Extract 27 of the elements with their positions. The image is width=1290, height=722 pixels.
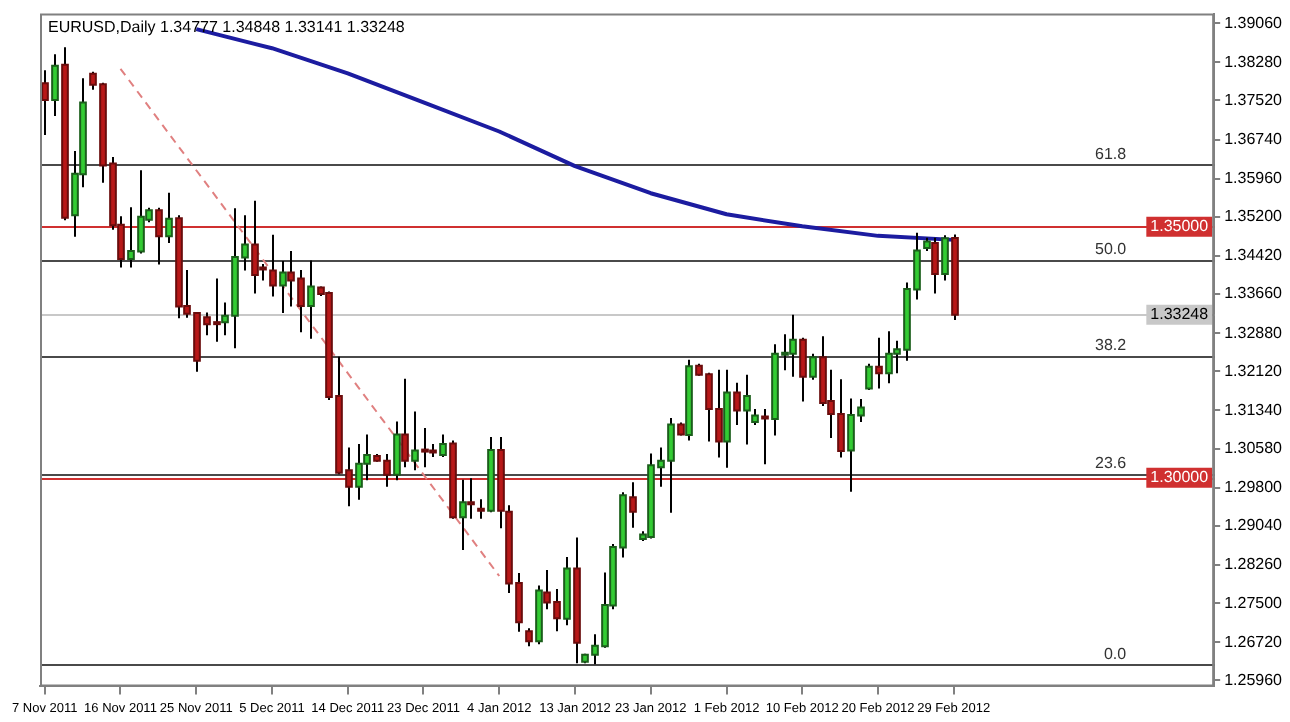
annotation: 50.0 <box>1095 240 1128 259</box>
annotation: 23.6 <box>1095 454 1128 473</box>
y-tick-label: 1.28260 <box>1224 555 1284 574</box>
annotation: 38.2 <box>1095 335 1128 354</box>
y-tick-label: 1.34420 <box>1224 246 1284 265</box>
y-tick-label: 1.37520 <box>1224 90 1284 109</box>
chart-title: EURUSD,Daily 1.34777 1.34848 1.33141 1.33248 <box>48 18 406 37</box>
annotation: 0.0 <box>1103 644 1128 663</box>
y-tick-label: 1.35960 <box>1224 169 1284 188</box>
annotation: 61.8 <box>1095 145 1128 164</box>
y-tick-label: 1.32880 <box>1224 323 1284 342</box>
y-tick-label: 1.25960 <box>1224 670 1284 689</box>
ref-line-label: 1.35000 <box>1150 217 1210 236</box>
y-tick-label: 1.32120 <box>1224 361 1284 380</box>
y-tick-label: 1.35200 <box>1224 207 1284 226</box>
y-tick-label: 1.26720 <box>1224 632 1284 651</box>
y-tick-label: 1.36740 <box>1224 129 1284 148</box>
y-tick-label: 1.39060 <box>1224 13 1284 32</box>
y-tick-label: 1.33660 <box>1224 284 1284 303</box>
y-tick-label: 1.29800 <box>1224 478 1284 497</box>
y-tick-label: 1.27500 <box>1224 593 1284 612</box>
y-tick-label: 1.31340 <box>1224 400 1284 419</box>
ref-line-label: 1.30000 <box>1150 468 1210 487</box>
y-tick-label: 1.30580 <box>1224 438 1284 457</box>
y-tick-label: 1.38280 <box>1224 52 1284 71</box>
ref-line-label: 1.33248 <box>1150 305 1210 324</box>
y-tick-label: 1.29040 <box>1224 516 1284 535</box>
